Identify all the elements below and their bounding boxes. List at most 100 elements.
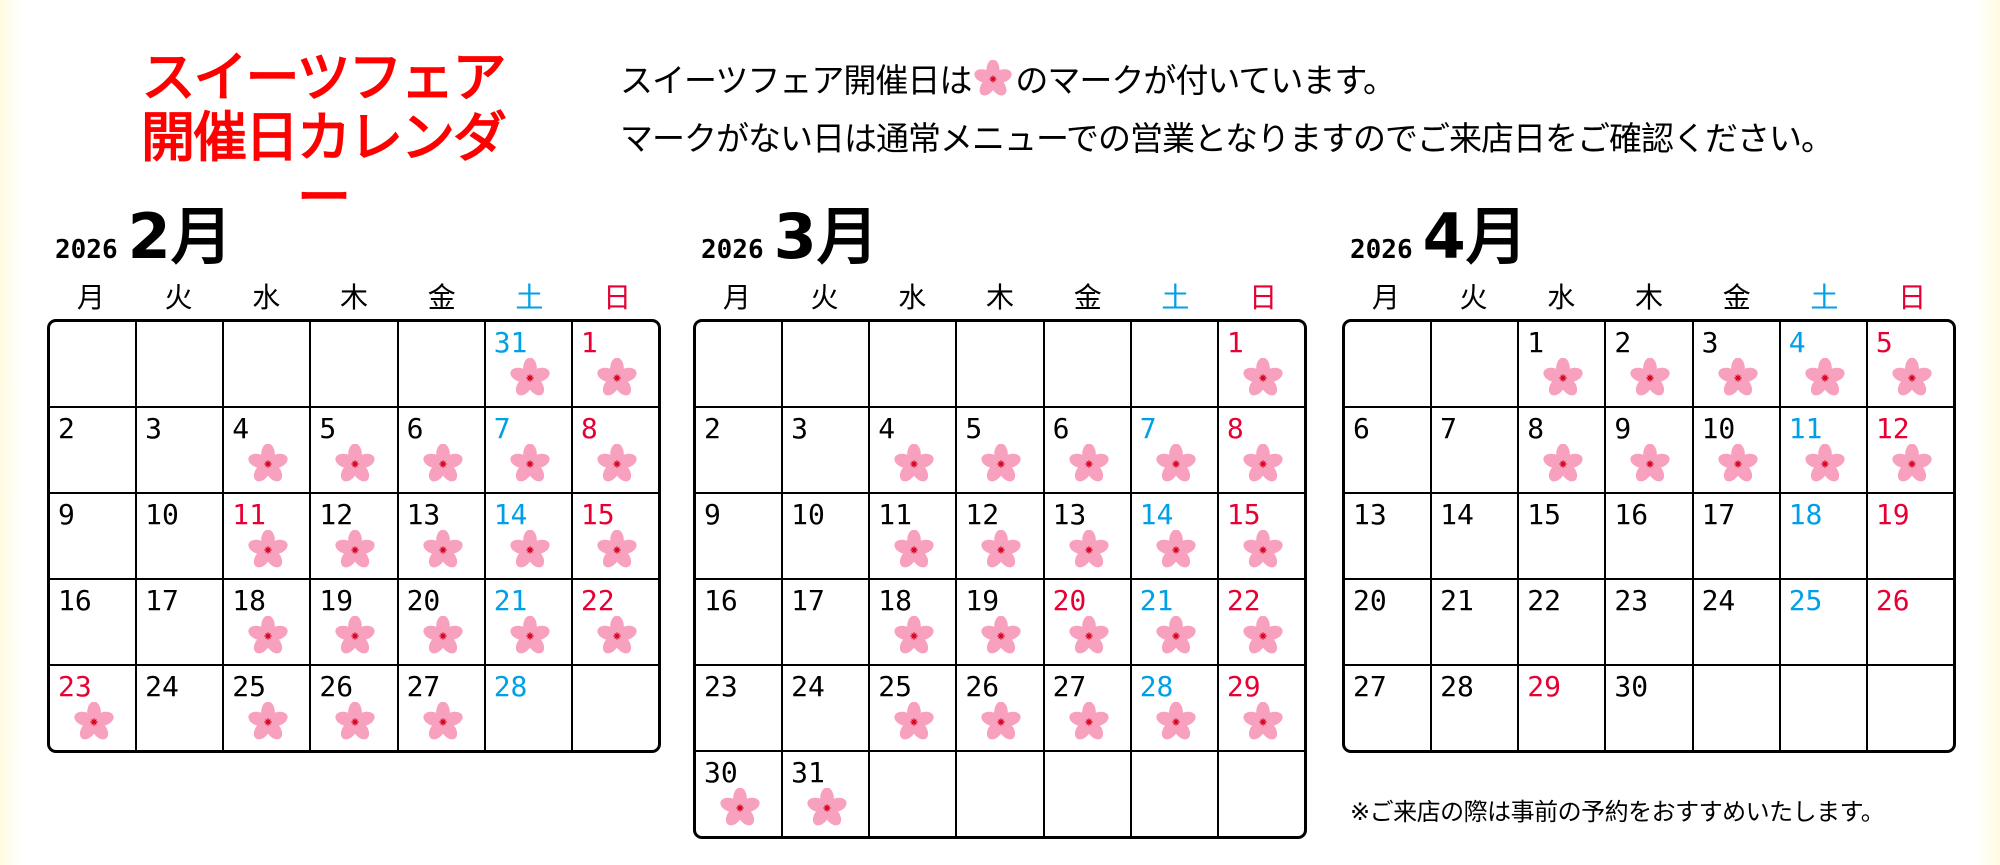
day-cell: 5: [311, 408, 397, 492]
day-number: 23: [704, 670, 738, 703]
empty-cell: [50, 322, 136, 406]
empty-cell: [1044, 322, 1130, 406]
background-edge-left: [0, 0, 22, 865]
weekday-label: 月: [722, 281, 751, 314]
day-cell: 26: [311, 666, 397, 750]
day-cell: 22: [1218, 580, 1304, 664]
day-number: 11: [1788, 412, 1823, 445]
day-number: 5: [319, 412, 337, 445]
day-cell: 26: [1867, 580, 1953, 664]
day-number: 5: [1875, 326, 1893, 359]
sakura-mark-icon: [335, 444, 375, 484]
empty-cell: [1345, 322, 1431, 406]
day-number: 7: [493, 412, 511, 445]
sakura-mark-icon: [981, 702, 1021, 742]
day-number: 12: [965, 498, 1000, 531]
empty-cell: [870, 322, 956, 406]
day-number: 9: [704, 498, 721, 531]
sakura-mark-icon: [981, 444, 1021, 484]
day-cell: 12: [1867, 408, 1953, 492]
day-number: 25: [1788, 584, 1823, 617]
day-number: 10: [1701, 412, 1736, 445]
day-number: 12: [1875, 412, 1910, 445]
day-cell: 13: [1345, 494, 1431, 578]
day-number: 19: [319, 584, 354, 617]
day-number: 26: [319, 670, 354, 703]
day-number: 28: [493, 670, 528, 703]
sakura-mark-icon: [335, 616, 375, 656]
empty-cell: [1218, 752, 1304, 836]
sakura-mark-icon: [1243, 616, 1283, 656]
weekday-label: 金: [1073, 281, 1102, 314]
day-number: 9: [58, 498, 75, 531]
day-number: 31: [493, 326, 528, 359]
day-number: 23: [58, 670, 92, 703]
sakura-mark-icon: [1805, 444, 1845, 484]
month-heading: 2026 3月: [701, 206, 879, 268]
day-cell: 28: [1131, 666, 1217, 750]
day-number: 14: [1139, 498, 1174, 531]
sakura-mark-icon: [1892, 444, 1932, 484]
sakura-mark-icon: [894, 616, 934, 656]
weekday-label: 水: [252, 281, 281, 314]
sakura-mark-icon: [894, 702, 934, 742]
weekday-header: 月火水木金土日: [47, 276, 661, 316]
sakura-mark-icon: [1805, 358, 1845, 398]
day-cell: 11: [224, 494, 310, 578]
sakura-mark-icon: [423, 444, 463, 484]
day-cell: 16: [696, 580, 782, 664]
empty-cell: [1780, 666, 1866, 750]
day-cell: 30: [696, 752, 782, 836]
sakura-mark-icon: [597, 358, 637, 398]
day-cell: 22: [1519, 580, 1605, 664]
month-label: 3月: [773, 200, 879, 273]
day-cell: 6: [1345, 408, 1431, 492]
sakura-mark-icon: [807, 788, 847, 828]
sakura-mark-icon: [974, 60, 1012, 98]
day-number: 17: [145, 584, 179, 617]
weekday-label: 水: [898, 281, 927, 314]
day-number: 6: [406, 412, 424, 445]
day-cell: 15: [572, 494, 658, 578]
day-number: 4: [878, 412, 896, 445]
day-number: 19: [965, 584, 1000, 617]
day-number: 17: [791, 584, 825, 617]
day-cell: 29: [1218, 666, 1304, 750]
day-cell: 8: [572, 408, 658, 492]
day-number: 15: [1226, 498, 1261, 531]
day-cell: 20: [398, 580, 484, 664]
weekday-header: 月火水木金土日: [1342, 276, 1956, 316]
day-number: 16: [704, 584, 738, 617]
sakura-mark-icon: [1156, 444, 1196, 484]
day-cell: 10: [783, 494, 869, 578]
day-cell: 14: [1131, 494, 1217, 578]
sakura-mark-icon: [1243, 358, 1283, 398]
weekday-label: 日: [1249, 281, 1278, 314]
day-number: 27: [1052, 670, 1087, 703]
day-cell: 4: [224, 408, 310, 492]
day-cell: 21: [1432, 580, 1518, 664]
day-cell: 18: [1780, 494, 1866, 578]
day-cell: 28: [1432, 666, 1518, 750]
sakura-mark-icon: [423, 616, 463, 656]
day-cell: 16: [50, 580, 136, 664]
sakura-mark-icon: [510, 616, 550, 656]
day-number: 18: [878, 584, 912, 617]
day-number: 25: [878, 670, 912, 703]
sakura-mark-icon: [1156, 702, 1196, 742]
sakura-mark-icon: [423, 702, 463, 742]
day-cell: 4: [870, 408, 956, 492]
sakura-mark-icon: [1543, 444, 1583, 484]
sakura-mark-icon: [510, 530, 550, 570]
day-number: 14: [1440, 498, 1474, 531]
day-number: 10: [791, 498, 825, 531]
sakura-mark-icon: [335, 702, 375, 742]
day-number: 23: [1614, 584, 1649, 617]
sakura-mark-icon: [1069, 530, 1109, 570]
empty-cell: [1131, 322, 1217, 406]
day-cell: 10: [137, 494, 223, 578]
footnote: ※ご来店の際は事前の予約をおすすめいたします。: [1350, 798, 1885, 826]
day-number: 29: [1226, 670, 1261, 703]
sakura-mark-icon: [1718, 358, 1758, 398]
day-number: 8: [1226, 412, 1244, 445]
